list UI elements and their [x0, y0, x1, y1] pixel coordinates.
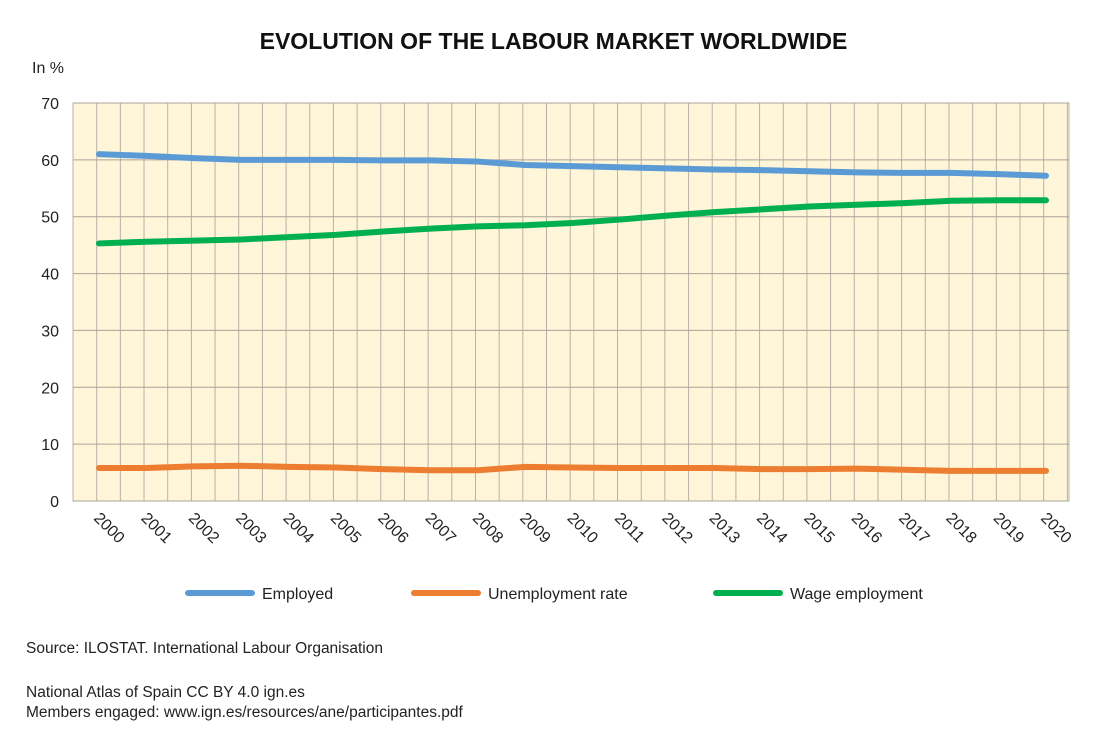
y-tick-label: 40: [41, 267, 59, 284]
y-tick-label: 10: [41, 437, 59, 454]
x-tick-label: 2012: [658, 510, 695, 547]
y-axis-label: In %: [32, 60, 65, 77]
y-tick-label: 0: [50, 494, 59, 511]
x-tick-label: 2000: [90, 510, 127, 547]
x-tick-label: 2006: [374, 510, 411, 547]
x-tick-label: 2020: [1037, 510, 1074, 547]
y-tick-label: 60: [41, 153, 59, 170]
x-tick-label: 2013: [706, 510, 743, 547]
plot-area: [72, 102, 1070, 502]
series-line: [96, 197, 1049, 247]
x-tick-label: 2014: [753, 510, 790, 547]
y-tick-label: 70: [41, 96, 59, 113]
x-tick-label: 2005: [327, 510, 364, 547]
x-tick-label: 2009: [516, 510, 553, 547]
x-tick-label: 2017: [895, 510, 932, 547]
x-tick-label: 2002: [185, 510, 222, 547]
legend-label: Unemployment rate: [488, 586, 628, 603]
x-tick-label: 2003: [232, 510, 269, 547]
x-tick-label: 2016: [848, 510, 885, 547]
x-tick-label: 2011: [611, 510, 647, 546]
y-tick-label: 50: [41, 210, 59, 227]
atlas-credit: National Atlas of Spain CC BY 4.0 ign.es: [26, 684, 305, 701]
legend-label: Wage employment: [790, 586, 923, 603]
x-tick-label: 2004: [280, 510, 317, 547]
source-note: Source: ILOSTAT. International Labour Or…: [26, 640, 383, 657]
x-tick-label: 2008: [469, 510, 506, 547]
series-line: [96, 462, 1049, 474]
x-tick-label: 2019: [990, 510, 1027, 547]
x-tick-label: 2001: [138, 510, 175, 547]
y-tick-label: 20: [41, 380, 59, 397]
members-note: Members engaged: www.ign.es/resources/an…: [26, 704, 463, 721]
chart-title: EVOLUTION OF THE LABOUR MARKET WORLDWIDE: [259, 28, 848, 54]
x-tick-label: 2015: [800, 510, 837, 547]
legend-label: Employed: [262, 586, 333, 603]
x-tick-label: 2018: [942, 510, 979, 547]
y-tick-label: 30: [41, 323, 59, 340]
series-line: [96, 151, 1049, 179]
x-tick-label: 2007: [422, 510, 459, 547]
x-tick-label: 2010: [564, 510, 601, 547]
